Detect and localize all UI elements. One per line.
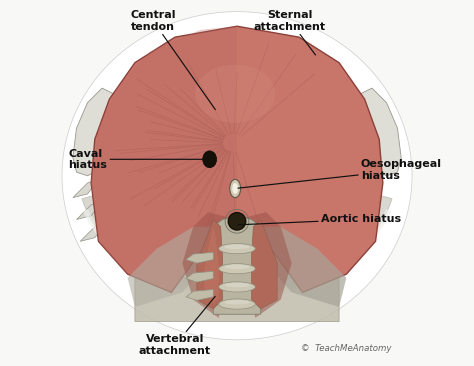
- Ellipse shape: [219, 264, 255, 274]
- Ellipse shape: [219, 243, 255, 254]
- Polygon shape: [255, 227, 346, 307]
- Text: Aortic hiatus: Aortic hiatus: [238, 214, 401, 225]
- Polygon shape: [182, 212, 292, 318]
- Polygon shape: [91, 26, 383, 292]
- Polygon shape: [83, 209, 391, 300]
- Polygon shape: [354, 88, 401, 176]
- Polygon shape: [73, 179, 99, 198]
- Text: Vertebral
attachment: Vertebral attachment: [139, 296, 215, 356]
- Ellipse shape: [219, 299, 255, 309]
- Ellipse shape: [224, 244, 250, 249]
- Polygon shape: [186, 290, 213, 300]
- Text: ©  Teach​Me​Anatomy: © Teach​Me​Anatomy: [301, 344, 392, 352]
- Text: Sternal
attachment: Sternal attachment: [254, 10, 326, 55]
- Polygon shape: [252, 220, 277, 309]
- Ellipse shape: [232, 183, 238, 194]
- Polygon shape: [354, 88, 401, 176]
- Polygon shape: [80, 223, 106, 241]
- Polygon shape: [186, 271, 213, 282]
- Ellipse shape: [224, 283, 250, 287]
- Ellipse shape: [62, 12, 412, 340]
- Polygon shape: [204, 227, 219, 303]
- Polygon shape: [197, 220, 222, 309]
- Polygon shape: [128, 227, 219, 307]
- Polygon shape: [213, 216, 261, 314]
- Ellipse shape: [224, 265, 250, 269]
- Text: Central
tendon: Central tendon: [130, 10, 215, 110]
- Ellipse shape: [203, 151, 217, 168]
- Ellipse shape: [195, 64, 275, 123]
- Ellipse shape: [224, 300, 250, 305]
- Ellipse shape: [230, 179, 241, 198]
- Ellipse shape: [228, 213, 246, 230]
- Text: Caval
hiatus: Caval hiatus: [69, 149, 203, 170]
- Text: Oesophageal
hiatus: Oesophageal hiatus: [238, 160, 442, 188]
- Polygon shape: [135, 220, 339, 322]
- Polygon shape: [73, 88, 120, 176]
- Polygon shape: [73, 88, 120, 176]
- Ellipse shape: [219, 282, 255, 292]
- Polygon shape: [82, 196, 392, 296]
- Polygon shape: [77, 201, 102, 220]
- Polygon shape: [186, 252, 213, 263]
- Polygon shape: [91, 26, 237, 292]
